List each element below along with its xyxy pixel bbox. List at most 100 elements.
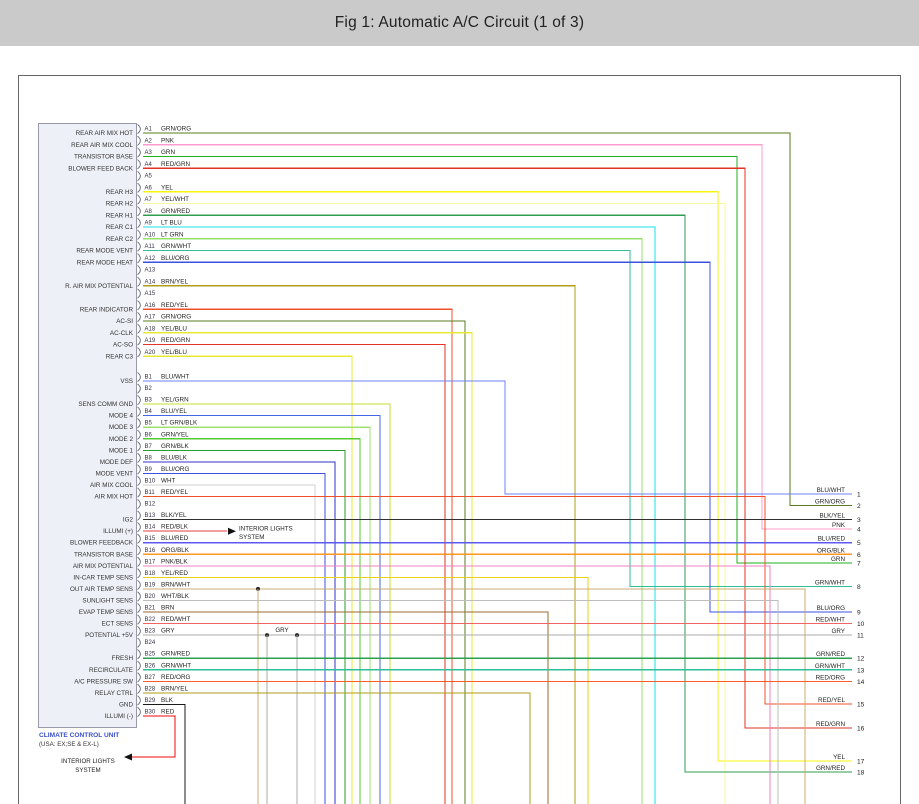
wire-color-label: BLU/BLK xyxy=(161,454,188,461)
right-wire-label: YEL xyxy=(833,754,845,761)
wire-color-label: BLU/YEL xyxy=(161,408,187,415)
pin-function-label: AIR MIX HOT xyxy=(95,494,134,501)
wire-B3 xyxy=(143,403,391,804)
climate-control-unit-label: CLIMATE CONTROL UNIT xyxy=(39,732,119,739)
pin-id: B27 xyxy=(145,675,156,681)
wire-color-label: WHT/BLK xyxy=(161,593,190,600)
wire-B1 xyxy=(143,380,852,495)
pin-function-label: MODE 2 xyxy=(109,436,134,443)
pin-bracket xyxy=(137,579,141,590)
wire-color-label: RED/ORG xyxy=(161,674,190,681)
pin-id: A7 xyxy=(145,197,153,203)
pin-function-label: MODE 3 xyxy=(109,424,134,431)
pin-bracket xyxy=(137,217,141,229)
right-pin-number: 1 xyxy=(857,492,861,499)
pin-id: B4 xyxy=(145,409,153,415)
pin-id: A2 xyxy=(145,138,153,144)
right-wire-label: BLU/WHT xyxy=(817,487,845,494)
wire-color-label: LT GRN/BLK xyxy=(161,420,198,427)
wire-B5 xyxy=(143,426,371,804)
pin-bracket xyxy=(137,706,141,717)
pin-function-label: R. AIR MIX POTENTIAL xyxy=(65,283,133,290)
wire-color-label: RED/WHT xyxy=(161,616,191,623)
pin-id: A20 xyxy=(145,350,156,356)
pin-function-label: BLOWER FEED BACK xyxy=(68,165,134,172)
climate-control-unit-sublabel: (USA: EX;SE & EX-L) xyxy=(39,741,99,748)
right-pin-number: 2 xyxy=(857,503,861,510)
right-pin-number: 13 xyxy=(857,667,865,674)
right-pin-number: 16 xyxy=(857,726,865,733)
pin-bracket xyxy=(137,602,141,614)
climate-control-unit-box xyxy=(38,123,137,728)
pin-id: A14 xyxy=(145,279,156,285)
wire-color-label: BLK xyxy=(161,697,174,704)
wire-B8 xyxy=(143,461,336,804)
wire-color-label: GRY xyxy=(161,628,175,635)
wire-color-label: GRN/WHT xyxy=(161,243,191,250)
pin-bracket xyxy=(137,441,141,452)
pin-bracket xyxy=(137,347,141,358)
pin-bracket xyxy=(137,406,141,417)
wire-color-label: RED/GRN xyxy=(161,337,190,344)
pin-bracket xyxy=(137,288,141,299)
wire-color-label: LT BLU xyxy=(161,220,182,227)
pin-bracket xyxy=(137,335,141,346)
right-pin-number: 11 xyxy=(857,633,864,640)
pin-function-label: BLOWER FEEDBACK xyxy=(70,540,134,547)
pin-function-label: GND xyxy=(119,701,133,708)
pin-bracket xyxy=(137,510,141,521)
wire-color-label: RED/BLK xyxy=(161,524,189,531)
wire-color-label: LT GRN xyxy=(161,231,184,238)
pin-id: B20 xyxy=(145,594,156,600)
wire-A16 xyxy=(143,308,453,804)
pin-id: A19 xyxy=(145,338,156,344)
pin-function-label: REAR MODE VENT xyxy=(76,248,133,255)
pin-id: B2 xyxy=(145,386,153,392)
right-wire-label: BLU/RED xyxy=(818,536,846,543)
wire-B19 xyxy=(143,588,806,804)
pin-bracket xyxy=(137,383,141,394)
pin-bracket xyxy=(137,695,141,706)
wire-A2 xyxy=(143,144,852,530)
wire-color-label: PNK xyxy=(161,137,175,144)
pin-function-label: FRESH xyxy=(112,655,134,662)
pin-id: B25 xyxy=(145,652,156,658)
pin-function-label: AC-SI xyxy=(116,318,133,325)
pin-id: B5 xyxy=(145,421,153,427)
pin-id: B22 xyxy=(145,617,156,623)
interior-lights-mid-label: SYSTEM xyxy=(239,534,264,541)
pin-id: A5 xyxy=(145,174,153,180)
pin-bracket xyxy=(137,323,141,334)
right-wire-label: PNK xyxy=(832,522,846,529)
wire-color-label: RED/GRN xyxy=(161,161,190,168)
pin-function-label: TRANSISTOR BASE xyxy=(74,551,133,558)
wire-B29 xyxy=(143,703,186,804)
pin-bracket xyxy=(137,159,141,170)
pin-id: A17 xyxy=(145,315,156,321)
pin-function-label: ECT SENS xyxy=(102,621,133,628)
pin-bracket xyxy=(137,568,141,579)
pin-bracket xyxy=(137,614,141,625)
interior-lights-mid-label: INTERIOR LIGHTS xyxy=(239,526,293,533)
gry-junction-label: GRY xyxy=(275,627,288,634)
wire-color-label: BRN/YEL xyxy=(161,278,188,285)
pin-function-label: A/C PRESSURE SW xyxy=(74,678,133,685)
pin-id: B24 xyxy=(145,640,156,646)
right-pin-number: 17 xyxy=(857,759,865,766)
right-wire-label: GRN/ORG xyxy=(815,499,845,506)
pin-bracket xyxy=(137,206,141,217)
wire-B4 xyxy=(143,415,381,804)
pin-bracket xyxy=(137,522,141,533)
pin-id: B18 xyxy=(145,571,156,577)
pin-function-label: TRANSISTOR BASE xyxy=(74,154,133,161)
pin-bracket xyxy=(137,147,141,158)
pin-function-label: IG2 xyxy=(123,517,134,524)
pin-bracket xyxy=(137,637,141,648)
wire-color-label: RED/YEL xyxy=(161,489,188,496)
pin-bracket xyxy=(137,170,141,182)
wire-color-label: BLU/ORG xyxy=(161,255,189,262)
wire-A17 xyxy=(143,320,466,804)
pin-function-label: AIR MIX POTENTIAL xyxy=(73,563,134,570)
wire-color-label: YEL/BLU xyxy=(161,349,187,356)
